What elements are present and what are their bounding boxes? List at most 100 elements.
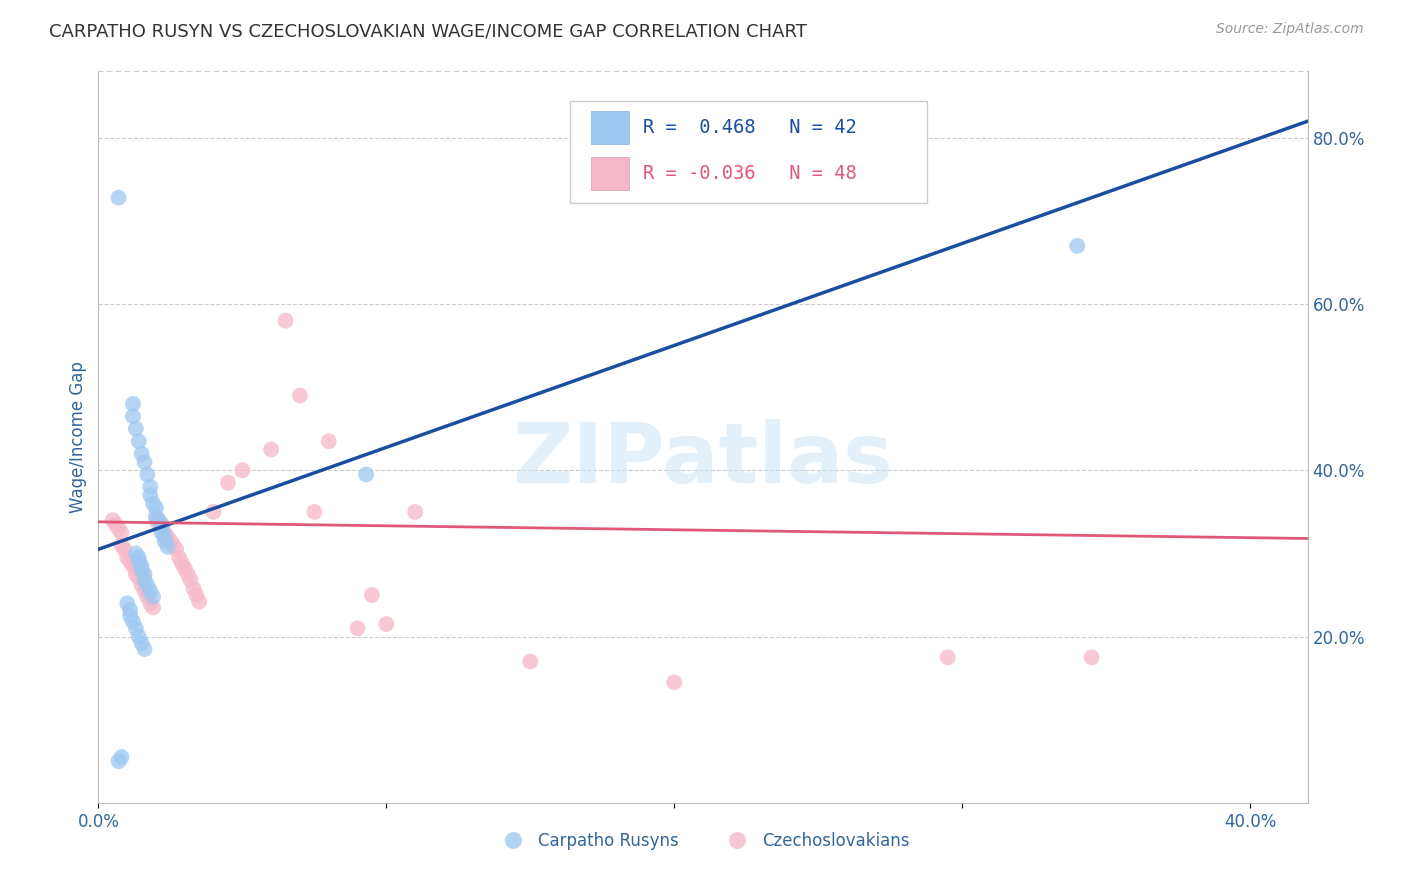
Point xyxy=(131,636,153,650)
Y-axis label: Wage/Income Gap: Wage/Income Gap xyxy=(69,361,87,513)
Point xyxy=(519,655,541,669)
Point xyxy=(156,530,179,544)
Point xyxy=(110,525,132,540)
Point xyxy=(183,582,205,596)
Point xyxy=(120,555,142,569)
Point xyxy=(165,542,187,557)
Point xyxy=(202,505,225,519)
Point xyxy=(304,505,326,519)
Point xyxy=(664,675,686,690)
Point xyxy=(120,603,142,617)
Point xyxy=(134,567,156,582)
Point xyxy=(180,573,202,587)
Point xyxy=(125,422,148,436)
Point xyxy=(134,573,156,587)
Point xyxy=(354,467,377,482)
Point xyxy=(936,650,959,665)
Point xyxy=(128,434,150,449)
Point xyxy=(260,442,283,457)
Point xyxy=(288,388,311,402)
Point xyxy=(153,525,176,540)
Point xyxy=(134,455,156,469)
Point xyxy=(139,488,162,502)
Point xyxy=(1080,650,1102,665)
Point xyxy=(128,571,150,585)
Point xyxy=(139,596,162,610)
Point xyxy=(120,608,142,623)
Point xyxy=(148,517,170,532)
Point xyxy=(142,600,165,615)
Point xyxy=(159,533,181,548)
Point xyxy=(134,642,156,657)
Point xyxy=(173,561,195,575)
Point xyxy=(139,583,162,598)
Point xyxy=(145,513,167,527)
Point xyxy=(122,558,145,573)
Point xyxy=(128,550,150,565)
Point xyxy=(131,558,153,573)
Point xyxy=(162,538,184,552)
Point xyxy=(115,596,138,610)
Point xyxy=(104,517,127,532)
Point xyxy=(125,546,148,560)
Point xyxy=(1066,239,1088,253)
Point xyxy=(150,517,173,532)
Point xyxy=(110,750,132,764)
Point xyxy=(361,588,384,602)
Point xyxy=(274,314,297,328)
Point xyxy=(101,513,124,527)
Point xyxy=(142,590,165,604)
Point xyxy=(142,497,165,511)
Point xyxy=(176,567,198,582)
Point xyxy=(318,434,340,449)
Point xyxy=(122,409,145,424)
Point xyxy=(115,550,138,565)
Point xyxy=(170,557,193,571)
Point xyxy=(107,191,129,205)
Point xyxy=(145,509,167,524)
Text: Source: ZipAtlas.com: Source: ZipAtlas.com xyxy=(1216,22,1364,37)
Point xyxy=(128,630,150,644)
Text: R =  0.468   N = 42: R = 0.468 N = 42 xyxy=(643,118,856,137)
Point xyxy=(128,555,150,569)
Point xyxy=(153,530,176,544)
Point xyxy=(150,521,173,535)
Point xyxy=(131,578,153,592)
Point xyxy=(122,397,145,411)
Point xyxy=(231,463,253,477)
Point xyxy=(107,754,129,768)
Point xyxy=(131,447,153,461)
Text: CARPATHO RUSYN VS CZECHOSLOVAKIAN WAGE/INCOME GAP CORRELATION CHART: CARPATHO RUSYN VS CZECHOSLOVAKIAN WAGE/I… xyxy=(49,22,807,40)
Point xyxy=(150,525,173,540)
Point xyxy=(112,542,135,557)
Point xyxy=(148,513,170,527)
FancyBboxPatch shape xyxy=(591,112,630,145)
Point xyxy=(107,521,129,535)
Point xyxy=(346,621,368,635)
Point xyxy=(153,533,176,548)
Point xyxy=(134,583,156,598)
Point xyxy=(122,615,145,629)
Legend: Carpatho Rusyns, Czechoslovakians: Carpatho Rusyns, Czechoslovakians xyxy=(489,825,917,856)
Point xyxy=(186,588,208,602)
Point xyxy=(125,621,148,635)
Point xyxy=(188,594,211,608)
Point xyxy=(136,467,159,482)
FancyBboxPatch shape xyxy=(591,157,630,190)
Point xyxy=(404,505,426,519)
Point xyxy=(375,617,398,632)
Point xyxy=(139,480,162,494)
Point xyxy=(136,590,159,604)
FancyBboxPatch shape xyxy=(569,101,927,203)
Point xyxy=(145,500,167,515)
Point xyxy=(167,550,190,565)
Point xyxy=(110,538,132,552)
Point xyxy=(131,563,153,577)
Text: R = -0.036   N = 48: R = -0.036 N = 48 xyxy=(643,164,856,183)
Point xyxy=(156,540,179,554)
Point xyxy=(217,475,239,490)
Point xyxy=(150,521,173,535)
Text: ZIPatlas: ZIPatlas xyxy=(513,418,893,500)
Point xyxy=(136,578,159,592)
Point xyxy=(125,567,148,582)
